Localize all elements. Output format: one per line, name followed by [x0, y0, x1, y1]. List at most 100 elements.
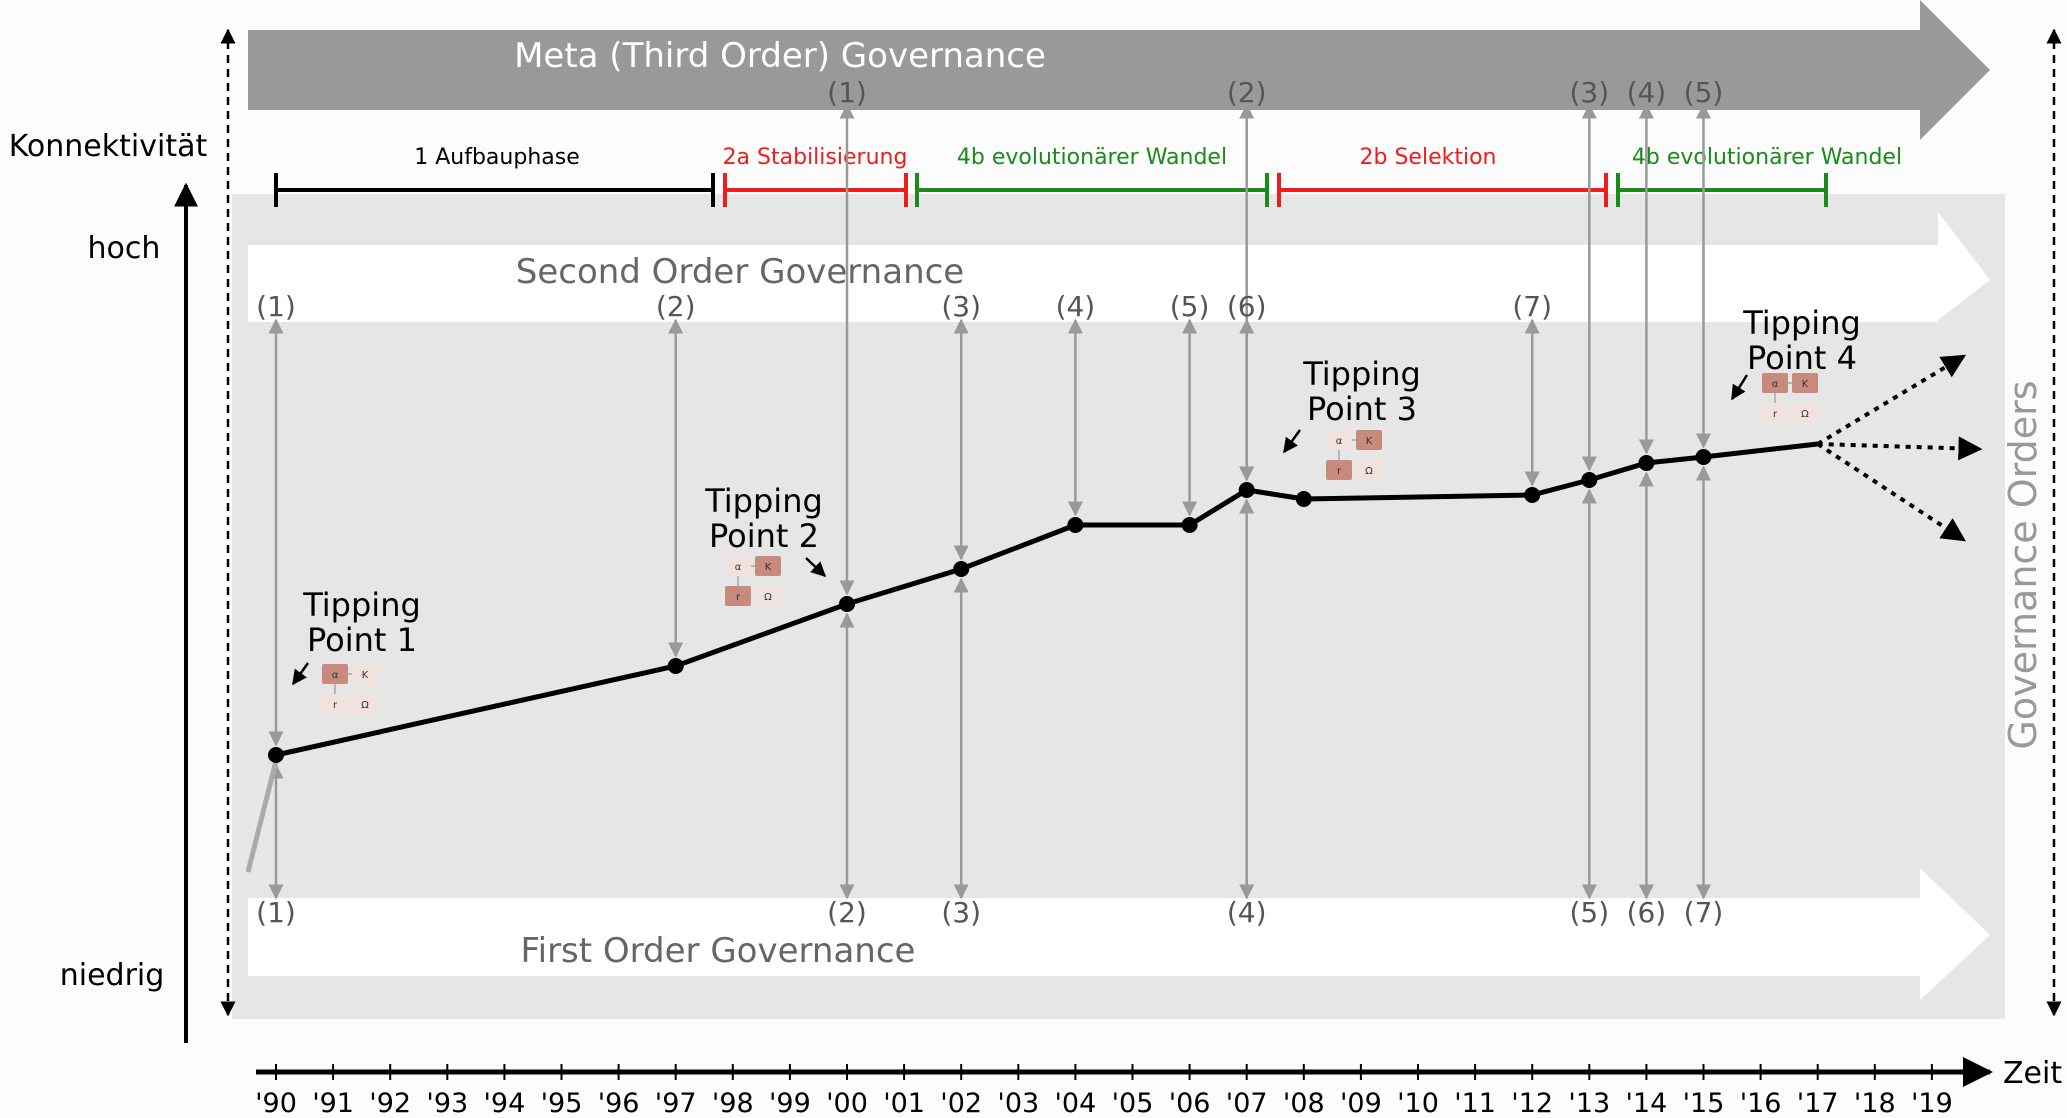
icon-cell-symbol: K: [362, 670, 369, 681]
second-order-band: [248, 212, 1990, 322]
order-marker: (4): [1227, 896, 1267, 929]
order-marker: (7): [1684, 896, 1724, 929]
curve-point: [268, 747, 284, 763]
order-marker: (2): [1227, 76, 1267, 109]
year-label: '16: [1740, 1088, 1782, 1118]
year-label: '01: [883, 1088, 925, 1118]
icon-cell-symbol: r: [1773, 409, 1778, 420]
icon-cell-symbol: r: [736, 592, 741, 603]
icon-cell: [352, 664, 378, 684]
phase-label: 2a Stabilisierung: [723, 145, 908, 170]
curve-point: [839, 596, 855, 612]
tipping-point-pointer: [805, 557, 827, 578]
year-label: '14: [1626, 1088, 1668, 1118]
icon-cell: [1356, 460, 1382, 480]
order-marker: (1): [256, 290, 296, 323]
tipping-point-label-line2: Point 3: [1307, 390, 1417, 428]
tipping-point-label-line1: Tipping: [1302, 355, 1421, 393]
governance-orders-label: Governance Orders: [2001, 380, 2045, 749]
year-label: '15: [1683, 1088, 1725, 1118]
y-axis-low-label: niedrig: [60, 958, 165, 993]
year-label: '97: [655, 1088, 697, 1118]
tipping-point-pointer: [1730, 374, 1749, 401]
curve-point: [1067, 517, 1084, 533]
tipping-point-label-line2: Point 4: [1747, 339, 1857, 377]
year-label: '19: [1911, 1088, 1953, 1118]
year-label: '90: [255, 1088, 297, 1118]
icon-cell: [352, 694, 378, 714]
meta-band-label: Meta (Third Order) Governance: [514, 36, 1046, 76]
phase-label: 4b evolutionärer Wandel: [957, 145, 1227, 170]
x-axis-ticks: [275, 1064, 1933, 1080]
first-band-label: First Order Governance: [521, 931, 916, 971]
icon-cell-symbol: Ω: [764, 592, 772, 603]
year-label: '94: [484, 1088, 526, 1118]
year-label: '96: [598, 1088, 640, 1118]
tipping-point-pointer: [291, 662, 310, 686]
adaptive-cycle-icon: α Kr Ω: [1326, 430, 1382, 480]
curve-point: [1238, 482, 1255, 498]
adaptive-cycle-icon: α Kr Ω: [725, 556, 781, 606]
year-label: '04: [1055, 1088, 1097, 1118]
order-marker: (1): [256, 896, 296, 929]
year-label: '06: [1169, 1088, 1211, 1118]
tipping-point-label-line1: Tipping: [704, 482, 823, 520]
phase-timeline: 1 Aufbauphase 2a Stabilisierung 4b evoluti…: [274, 145, 1902, 207]
icon-cell: [755, 586, 781, 606]
icon-cell: [725, 556, 751, 576]
order-marker: (2): [656, 290, 696, 323]
connectivity-curve: [245, 354, 1983, 873]
adaptive-cycle-icon: α Kr Ω: [322, 664, 378, 714]
phase-label: 4b evolutionärer Wandel: [1632, 145, 1902, 170]
x-axis-title: Zeit: [2003, 1056, 2062, 1091]
icon-cell-symbol: r: [333, 700, 338, 711]
second-band-label: Second Order Governance: [516, 252, 964, 292]
y-axis-title: Konnektivität: [9, 129, 208, 164]
phase-label: 1 Aufbauphase: [414, 145, 580, 170]
curve-point: [1181, 517, 1198, 533]
year-label: '05: [1112, 1088, 1154, 1118]
icon-cell: [322, 694, 348, 714]
order-marker: (5): [1684, 76, 1724, 109]
year-label: '95: [541, 1088, 583, 1118]
year-label: '18: [1854, 1088, 1896, 1118]
year-label: '13: [1568, 1088, 1610, 1118]
icon-cell: [322, 664, 348, 684]
order-marker: (4): [1627, 76, 1667, 109]
future-branch-arrow: [1817, 436, 1983, 461]
year-label: '09: [1340, 1088, 1382, 1118]
year-label: '11: [1454, 1088, 1496, 1118]
icon-cell: [1792, 403, 1818, 423]
curve-point: [953, 561, 970, 577]
year-label: '99: [769, 1088, 811, 1118]
curve-point: [1295, 491, 1312, 507]
order-marker: (5): [1170, 290, 1210, 323]
icon-cell: [1326, 430, 1352, 450]
year-label: '08: [1283, 1088, 1325, 1118]
icon-cell: [1762, 403, 1788, 423]
order-marker: (1): [827, 76, 867, 109]
tipping-point-label-line1: Tipping: [1742, 304, 1861, 342]
icon-cell: [1792, 373, 1818, 393]
year-label: '03: [997, 1088, 1039, 1118]
curve-point: [1581, 472, 1598, 488]
meta-governance-band: [248, 0, 1990, 140]
order-marker: (6): [1627, 896, 1667, 929]
order-marker: (6): [1227, 290, 1267, 323]
year-label: '17: [1797, 1088, 1839, 1118]
curve-point: [1638, 455, 1655, 471]
icon-cell-symbol: α: [1336, 436, 1343, 447]
year-label: '91: [312, 1088, 354, 1118]
adaptive-cycle-icon: α Kr Ω: [1762, 373, 1818, 423]
order-marker: (3): [941, 290, 981, 323]
icon-cell-symbol: Ω: [1365, 466, 1373, 477]
tipping-point-label-line2: Point 2: [709, 517, 819, 555]
icon-cell-symbol: K: [1802, 379, 1809, 390]
icon-cell: [1762, 373, 1788, 393]
icon-cell-symbol: α: [1772, 379, 1779, 390]
order-marker: (2): [827, 896, 867, 929]
order-marker: (7): [1512, 290, 1552, 323]
year-label: '10: [1397, 1088, 1439, 1118]
